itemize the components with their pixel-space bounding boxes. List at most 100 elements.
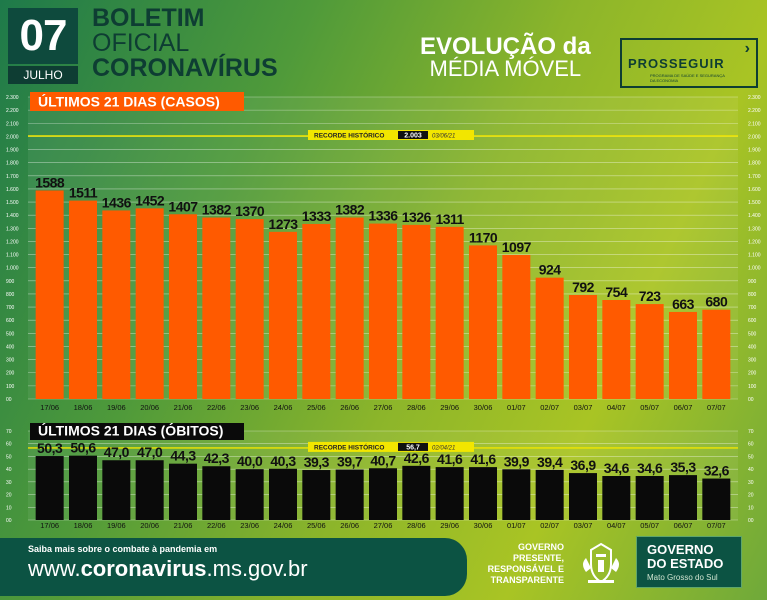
x-tick-label: 06/07	[674, 403, 693, 412]
y-tick-label: 700	[6, 305, 15, 311]
bar	[569, 473, 597, 520]
x-tick-label: 02/07	[540, 521, 559, 530]
y-tick-label: 2.000	[6, 134, 19, 140]
bar	[535, 469, 564, 520]
x-tick-label: 03/07	[574, 403, 593, 412]
bar	[202, 217, 231, 399]
bar-value-label: 50,6	[70, 440, 96, 456]
url-domain: coronavirus	[80, 556, 207, 581]
bar-value-label: 39,9	[504, 453, 530, 469]
y-tick-label-right: 70	[748, 429, 754, 435]
x-tick-label: 26/06	[340, 403, 359, 412]
url-suffix: .ms.gov.br	[206, 556, 308, 581]
x-tick-label: 17/06	[40, 403, 59, 412]
x-tick-label: 05/07	[640, 521, 659, 530]
bar-value-label: 50,3	[37, 440, 63, 456]
y-tick-label: 2.100	[6, 121, 19, 127]
bar	[302, 470, 331, 520]
bar	[69, 455, 97, 520]
prosseguir-logo: › PROSSEGUIR PROGRAMA DE SAÚDE E SEGURAN…	[620, 38, 758, 88]
y-tick-label-right: 1.200	[748, 239, 761, 245]
bar	[35, 456, 64, 520]
bar-value-label: 754	[605, 284, 628, 300]
y-tick-label-right: 400	[748, 344, 757, 350]
bar	[202, 466, 231, 520]
gov-title-line-1: GOVERNO	[647, 542, 714, 557]
y-tick-label: 1.200	[6, 239, 19, 245]
x-tick-label: 22/06	[207, 521, 226, 530]
y-tick-label-right: 1.100	[748, 253, 761, 259]
bar	[69, 200, 97, 399]
y-tick-label: 70	[6, 429, 12, 435]
y-tick-label: 1.800	[6, 161, 19, 167]
bar-value-label: 36,9	[570, 457, 596, 473]
bar	[335, 469, 364, 520]
y-tick-label-right: 1.300	[748, 226, 761, 232]
y-tick-label-right: 1.900	[748, 148, 761, 154]
bar-value-label: 40,0	[237, 453, 263, 469]
y-tick-label-right: 1.600	[748, 187, 761, 193]
record-label: RECORDE HISTÓRICO	[314, 130, 384, 139]
bar-value-label: 47,0	[104, 444, 130, 460]
government-slogan: GOVERNO PRESENTE, RESPONSÁVEL E TRANSPAR…	[480, 542, 564, 586]
bar	[402, 224, 431, 399]
y-tick-label-right: 300	[748, 358, 757, 364]
y-tick-label: 900	[6, 279, 15, 285]
x-tick-label: 30/06	[474, 403, 493, 412]
y-tick-label-right: 700	[748, 305, 757, 311]
bar-value-label: 39,7	[337, 454, 363, 470]
footer-caption: Saiba mais sobre o combate à pandemia em	[28, 544, 218, 554]
y-tick-label-right: 2.100	[748, 121, 761, 127]
y-tick-label-right: 2.200	[748, 108, 761, 114]
bar	[135, 460, 164, 520]
y-tick-label-right: 40	[748, 467, 754, 473]
bar-value-label: 1588	[35, 174, 65, 190]
chart-title-band	[30, 423, 244, 440]
bar-value-label: 1326	[402, 209, 432, 225]
y-tick-label: 2.200	[6, 108, 19, 114]
y-tick-label: 20	[6, 493, 12, 499]
bar	[35, 190, 64, 399]
bar	[269, 231, 297, 399]
y-tick-label: 00	[6, 518, 12, 524]
slogan-line: PRESENTE,	[512, 553, 564, 563]
date-month: JULHO	[8, 66, 78, 84]
prosseguir-logo-text: PROSSEGUIR	[628, 56, 725, 71]
y-tick-label: 100	[6, 384, 15, 390]
title-line-1: BOLETIM	[92, 4, 205, 32]
x-tick-label: 29/06	[440, 521, 459, 530]
bar	[469, 467, 497, 520]
bar	[102, 210, 131, 399]
bar	[435, 226, 464, 399]
bar	[702, 478, 731, 520]
y-tick-label-right: 1.500	[748, 200, 761, 206]
bar-value-label: 1382	[335, 202, 365, 218]
deaths-chart: 00 00 10 10 20 20 30 30 40 40 50 50 60 60 70 70 RECORDE …	[6, 422, 754, 531]
y-tick-label: 1.000	[6, 266, 19, 272]
title-line-2: OFICIAL	[92, 29, 190, 57]
x-tick-label: 27/06	[374, 521, 393, 530]
bar	[269, 468, 297, 520]
y-tick-label: 2.300	[6, 95, 19, 101]
x-tick-label: 27/06	[374, 403, 393, 412]
bar-value-label: 1273	[268, 216, 298, 232]
record-date: 02/04/21	[432, 445, 455, 451]
bar-value-label: 723	[639, 288, 662, 304]
record-label: RECORDE HISTÓRICO	[314, 442, 384, 451]
y-tick-label: 00	[6, 397, 12, 403]
section-title: EVOLUÇÃO da MÉDIA MÓVEL	[420, 33, 591, 80]
x-tick-label: 28/06	[407, 521, 426, 530]
y-tick-label-right: 500	[748, 331, 757, 337]
bar-value-label: 40,3	[270, 453, 296, 469]
section-title-line-1: EVOLUÇÃO da	[420, 33, 591, 60]
y-tick-label-right: 1.700	[748, 174, 761, 180]
bar-value-label: 34,6	[604, 460, 630, 476]
x-tick-label: 20/06	[140, 403, 159, 412]
y-tick-label: 1.400	[6, 213, 19, 219]
footer-url-link[interactable]: www.coronavirus.ms.gov.br	[28, 556, 308, 582]
x-tick-label: 25/06	[307, 521, 326, 530]
y-tick-label-right: 00	[748, 397, 754, 403]
x-tick-label: 22/06	[207, 403, 226, 412]
y-tick-label: 800	[6, 292, 15, 298]
y-tick-label: 600	[6, 318, 15, 324]
